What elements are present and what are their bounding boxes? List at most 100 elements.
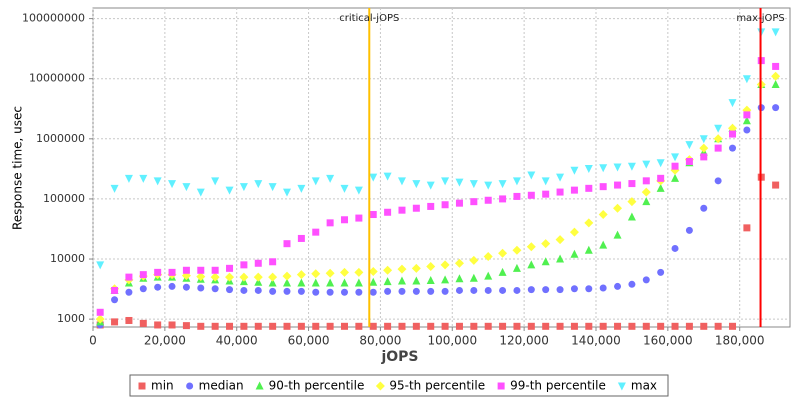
point	[614, 322, 622, 330]
point	[555, 235, 565, 245]
point	[556, 286, 564, 294]
point	[671, 244, 679, 252]
point	[455, 274, 464, 283]
point	[369, 322, 377, 330]
y-tick-label: 1000	[57, 312, 85, 325]
point	[427, 202, 435, 210]
point	[383, 172, 392, 181]
point	[111, 318, 119, 326]
point	[211, 177, 220, 186]
point	[613, 230, 622, 239]
point	[426, 181, 435, 190]
point	[196, 272, 206, 282]
point	[512, 263, 521, 272]
point	[527, 260, 536, 269]
point	[268, 272, 278, 282]
point	[714, 124, 723, 133]
point	[154, 268, 162, 276]
point	[512, 177, 521, 186]
point	[513, 286, 521, 294]
point	[469, 273, 478, 282]
point	[226, 322, 234, 330]
y-tick-label: 10000	[50, 252, 85, 265]
point	[411, 263, 421, 273]
point	[312, 322, 320, 330]
point	[197, 284, 205, 292]
point	[671, 322, 679, 330]
point	[254, 322, 262, 330]
legend	[129, 374, 669, 397]
point	[498, 267, 507, 276]
point	[729, 130, 737, 138]
point	[657, 268, 665, 276]
point	[542, 286, 550, 294]
point	[253, 272, 263, 282]
point	[210, 272, 220, 282]
point	[742, 116, 751, 125]
legend-label: median	[199, 379, 244, 393]
point	[441, 177, 450, 186]
point	[326, 288, 334, 296]
point	[368, 267, 378, 277]
point	[743, 224, 751, 232]
point	[771, 71, 781, 81]
point	[469, 255, 479, 265]
point	[427, 287, 435, 295]
y-tick-label: 10000000	[29, 72, 85, 85]
point	[700, 153, 708, 161]
point	[369, 173, 378, 182]
point	[154, 283, 162, 291]
point	[340, 216, 348, 224]
y-axis-label: Response time, usec	[11, 106, 25, 230]
point	[412, 287, 420, 295]
point	[656, 183, 665, 192]
legend-label: 90-th percentile	[269, 379, 365, 393]
point	[772, 104, 780, 112]
point	[124, 174, 133, 183]
point	[296, 270, 306, 280]
point	[569, 227, 579, 237]
point	[470, 286, 478, 294]
point	[700, 204, 708, 212]
point	[598, 210, 608, 220]
point	[556, 322, 564, 330]
point	[139, 285, 147, 293]
point	[383, 277, 392, 286]
point	[225, 272, 235, 282]
point	[441, 322, 449, 330]
point	[527, 286, 535, 294]
point	[427, 322, 435, 330]
point	[585, 322, 593, 330]
legend-label: max	[631, 379, 657, 393]
point	[498, 248, 508, 258]
point	[599, 284, 607, 292]
point	[771, 80, 780, 89]
point	[239, 183, 248, 192]
point	[743, 126, 751, 134]
point	[426, 262, 436, 272]
point	[613, 203, 623, 213]
point	[772, 62, 780, 70]
point	[254, 286, 262, 294]
point	[384, 287, 392, 295]
point	[641, 187, 651, 197]
point	[441, 287, 449, 295]
point	[714, 177, 722, 185]
x-tick-label: 140,000	[571, 334, 621, 348]
x-tick-label: 0	[89, 334, 97, 348]
plot-area	[92, 7, 791, 328]
point	[613, 163, 622, 172]
point	[269, 322, 277, 330]
point	[570, 166, 579, 175]
point	[139, 174, 148, 183]
point	[312, 288, 320, 296]
point	[340, 322, 348, 330]
point	[513, 322, 521, 330]
point	[211, 322, 219, 330]
legend-label: 95-th percentile	[389, 379, 485, 393]
point	[470, 198, 478, 206]
point	[383, 265, 393, 275]
point	[139, 319, 147, 327]
point	[297, 184, 306, 193]
point	[283, 240, 291, 248]
